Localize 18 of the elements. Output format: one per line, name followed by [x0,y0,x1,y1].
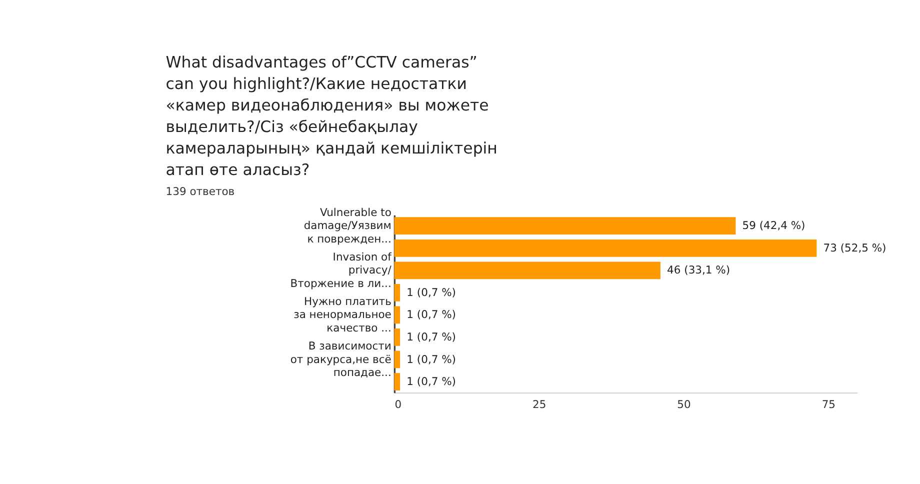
y-tick-label: Нужно платить за ненормальное качество ... [294,295,392,334]
data-label: 1 (0,7 %) [406,308,456,322]
data-label: 1 (0,7 %) [406,352,456,366]
x-tick-label: 50 [677,398,691,411]
data-label: 1 (0,7 %) [406,375,456,388]
x-tick-label: 0 [394,398,402,411]
x-tick-label: 25 [532,398,546,411]
data-label: 73 (52,5 %) [823,241,886,254]
chart-title: What disadvantages of”CCTV cameras” can you highlight?/Какие недостатки «камер видеонаблюдения» вы можете выделить?/Сіз «бейнебақылау камераларының» қандай кемшіліктерін атап өте аласыз? [166,52,498,180]
data-label: 1 (0,7 %) [406,286,456,299]
y-tick-label: Vulnerable to damage/Уязвим к поврежден... [304,206,392,246]
data-label: 46 (33,1 %) [667,264,730,277]
y-tick-label: В зависимости от ракурса,не всё попадае... [290,340,392,380]
text: 139 ответов [166,184,235,198]
data-label: 59 (42,4 %) [742,219,806,232]
data-label: 1 (0,7 %) [406,330,456,344]
x-tick-label: 75 [822,398,836,411]
y-tick-label: Invasion of privacy/ Вторжение в ли... [290,250,392,290]
